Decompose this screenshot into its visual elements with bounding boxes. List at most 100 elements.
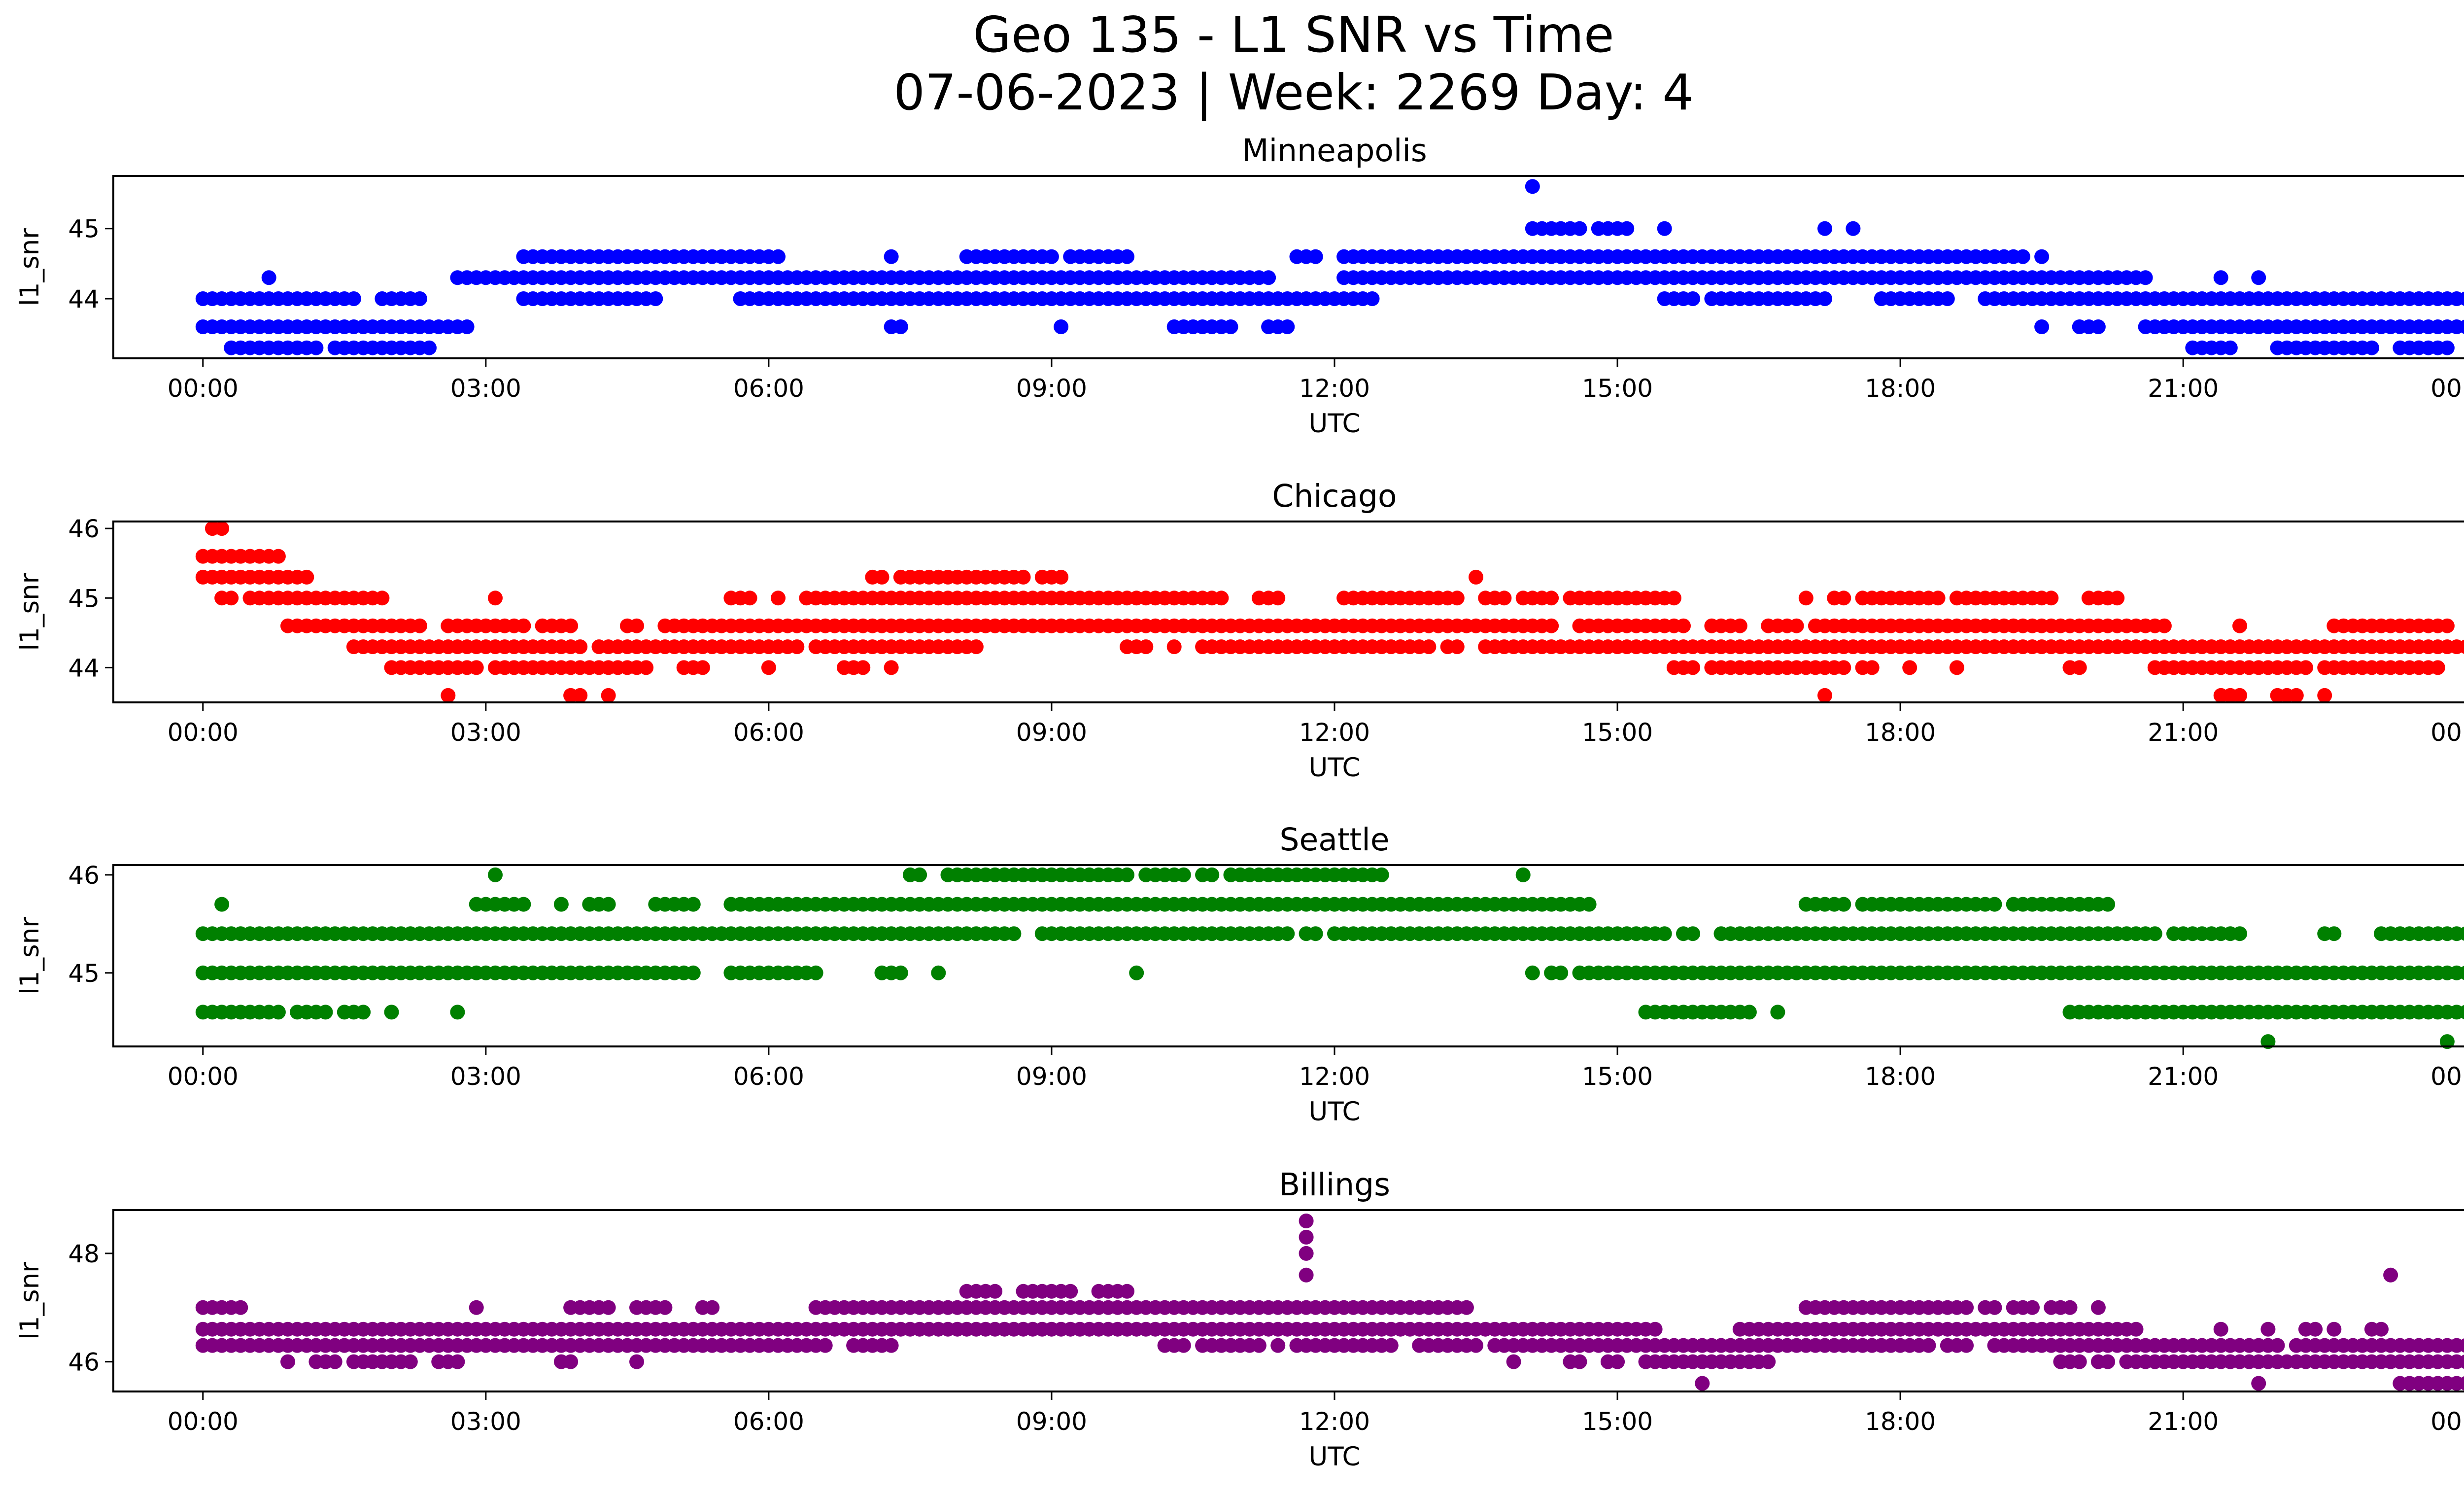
data-point	[2015, 249, 2030, 264]
x-axis-label: UTC	[1308, 1097, 1360, 1127]
data-point	[695, 660, 710, 675]
data-point	[1299, 1229, 1314, 1245]
data-point	[1044, 249, 1059, 264]
data-point	[1949, 660, 1964, 675]
data-point	[856, 660, 871, 675]
data-point	[233, 1300, 248, 1315]
data-point	[2100, 897, 2116, 912]
data-point	[2090, 1300, 2106, 1315]
data-point	[1166, 639, 1182, 655]
data-point	[214, 521, 230, 536]
data-point	[2459, 291, 2464, 306]
x-tick-label: 06:00	[733, 1407, 804, 1436]
x-tick-label: 09:00	[1016, 374, 1087, 403]
subplot-title-billings: Billings	[1279, 1167, 1390, 1203]
x-tick-label: 06:00	[733, 718, 804, 747]
data-point	[318, 1005, 333, 1020]
x-tick-label: 18:00	[1865, 718, 1936, 747]
x-tick-label: 21:00	[2148, 1407, 2219, 1436]
data-point	[1817, 291, 1832, 306]
data-point	[1572, 1354, 1587, 1369]
data-point	[1270, 1338, 1286, 1353]
data-point	[2270, 1338, 2285, 1353]
subplot-chicago: Chicago 00:00 03:00 06:00 09:00 12:00 15:00 18:…	[15, 478, 2464, 783]
data-point	[384, 1005, 399, 1020]
data-point	[705, 1300, 720, 1315]
y-tick-label: 48	[68, 1240, 100, 1268]
y-tick-label: 45	[68, 959, 100, 988]
y-axis-label: l1_snr	[15, 573, 45, 651]
data-point	[1299, 1267, 1314, 1283]
data-point	[2308, 1321, 2323, 1337]
data-point	[685, 897, 701, 912]
data-point	[2025, 1300, 2040, 1315]
data-point	[1308, 926, 1323, 941]
data-point	[563, 618, 579, 633]
data-point	[1204, 867, 1220, 882]
data-point	[1459, 1300, 1474, 1315]
data-point	[629, 618, 644, 633]
data-point	[1214, 591, 1229, 606]
data-point	[1987, 897, 2002, 912]
data-point	[2232, 688, 2247, 703]
data-point	[1742, 1005, 1757, 1020]
data-point	[214, 897, 230, 912]
data-point	[1761, 1354, 1776, 1369]
data-point	[1987, 1300, 2002, 1315]
data-point	[1176, 1338, 1191, 1353]
x-tick-label: 00:00	[168, 1407, 239, 1436]
data-point	[2128, 1321, 2144, 1337]
data-point	[1129, 965, 1144, 980]
figure-title-line1: Geo 135 - L1 SNR vs Time	[973, 6, 1614, 64]
data-point	[601, 688, 616, 703]
data-point	[1770, 1005, 1785, 1020]
data-point	[1120, 1284, 1134, 1299]
data-point	[488, 591, 503, 606]
data-point	[224, 591, 239, 606]
data-point	[1732, 618, 1747, 633]
x-tick-label: 18:00	[1865, 374, 1936, 403]
data-point	[1120, 249, 1134, 264]
data-point	[818, 1338, 833, 1353]
data-point	[2072, 660, 2087, 675]
data-point	[1817, 221, 1832, 236]
data-point	[2110, 591, 2125, 606]
x-axis-label: UTC	[1308, 409, 1360, 439]
data-point	[1280, 319, 1295, 334]
x-tick-label: 15:00	[1582, 1062, 1653, 1091]
data-point	[912, 867, 927, 882]
data-point	[2459, 926, 2464, 941]
x-tick-label: 12:00	[1299, 718, 1370, 747]
subplot-title-minneapolis: Minneapolis	[1242, 133, 1427, 169]
data-point	[2383, 1267, 2398, 1283]
data-point	[1497, 591, 1512, 606]
data-point	[1798, 591, 1814, 606]
data-point	[685, 965, 701, 980]
data-point	[988, 1284, 1003, 1299]
data-point	[299, 569, 314, 585]
data-point	[1940, 291, 1955, 306]
data-point	[2298, 660, 2313, 675]
data-point	[601, 1300, 616, 1315]
data-point	[639, 660, 654, 675]
data-point	[884, 249, 899, 264]
data-point	[2232, 618, 2247, 633]
data-point	[2459, 319, 2464, 334]
data-point	[1449, 591, 1465, 606]
data-point	[1365, 291, 1380, 306]
data-point	[2223, 340, 2238, 355]
x-tick-label: 03:00	[450, 1062, 521, 1091]
data-point	[2251, 270, 2266, 285]
data-point	[2327, 926, 2342, 941]
x-tick-label: 12:00	[1299, 1062, 1370, 1091]
data-point	[1959, 1338, 1974, 1353]
data-point	[459, 319, 475, 334]
data-point	[441, 688, 456, 703]
y-tick-label: 46	[68, 515, 100, 543]
data-point	[2317, 688, 2332, 703]
data-point	[1864, 660, 1880, 675]
data-point	[771, 249, 786, 264]
data-point	[2289, 688, 2304, 703]
data-point	[308, 340, 324, 355]
